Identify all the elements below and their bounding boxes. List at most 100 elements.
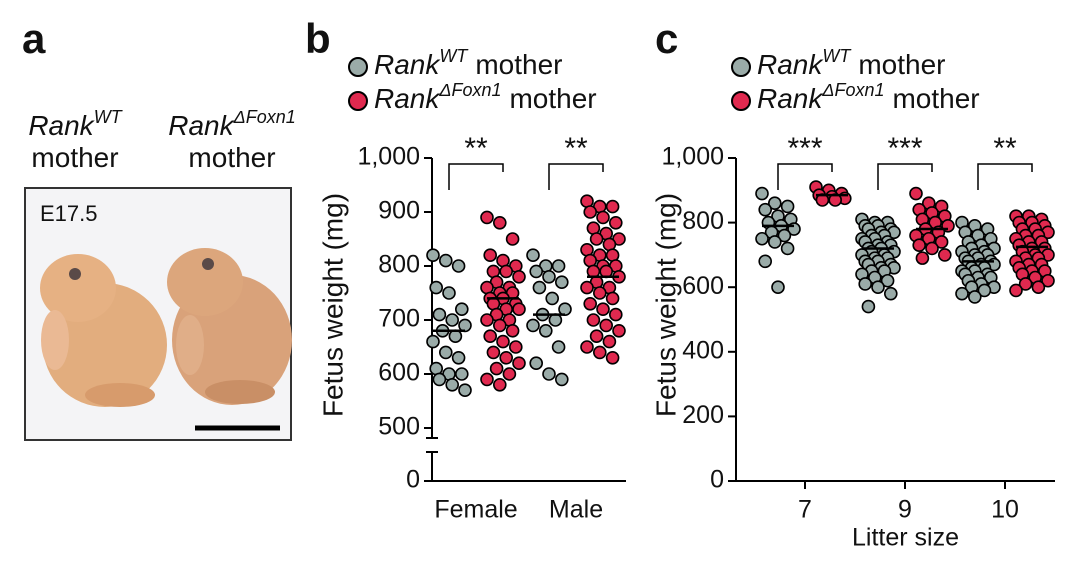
fetus — [40, 254, 167, 407]
y-tick-label: 900 — [378, 197, 420, 225]
data-point — [967, 290, 982, 304]
data-point — [592, 345, 607, 360]
legend-sup: WT — [822, 46, 852, 66]
data-point — [483, 248, 498, 262]
data-point — [780, 199, 795, 214]
data-point — [512, 356, 526, 371]
y-tick-label: 800 — [682, 207, 724, 235]
fetus — [167, 248, 292, 405]
caption-sup: WT — [94, 107, 124, 127]
y-tick-label: 400 — [682, 336, 724, 364]
data-point — [771, 280, 785, 295]
significance-label: *** — [887, 132, 922, 165]
data-point — [589, 232, 604, 246]
legend-rest: mother — [509, 83, 596, 114]
panel-letter: a — [22, 15, 46, 62]
data-point — [426, 334, 440, 349]
y-tick-label: 500 — [378, 413, 420, 441]
data-point — [499, 350, 514, 365]
data-point — [758, 202, 773, 217]
data-point — [596, 210, 610, 225]
legend-rest: mother — [892, 83, 979, 114]
data-point — [861, 299, 876, 314]
data-point — [596, 302, 610, 317]
significance-bracket — [548, 163, 604, 190]
data-point — [454, 302, 469, 317]
significance-bracket — [877, 163, 933, 190]
data-point — [915, 251, 930, 265]
data-point — [499, 264, 514, 279]
legend-rest: mother — [475, 49, 562, 80]
significance-bracket — [977, 163, 1033, 190]
legend-name: Rank — [757, 49, 824, 80]
legend-sup: WT — [439, 46, 469, 66]
data-point — [442, 286, 456, 300]
legend-name: Rank — [374, 49, 441, 80]
data-point — [767, 235, 782, 249]
significance-label: ** — [564, 132, 588, 165]
data-point — [445, 377, 460, 392]
x-tick-label: 10 — [991, 496, 1019, 524]
data-point — [542, 269, 556, 284]
significance-label: ** — [993, 132, 1017, 165]
legend-rest: mother — [858, 49, 945, 80]
significance-label: ** — [464, 132, 488, 165]
caption-part: Rank — [168, 110, 235, 141]
data-point — [592, 286, 607, 300]
legend-entry: RankΔFoxn1 mother — [757, 80, 980, 115]
data-point — [429, 280, 444, 295]
caption-part: Rank — [28, 110, 95, 141]
y-axis-label: Fetus weight (mg) — [650, 193, 681, 417]
data-point — [508, 340, 523, 354]
x-tick-label: Female — [434, 496, 517, 524]
data-point — [529, 264, 544, 279]
significance-bracket — [777, 163, 833, 190]
data-point — [605, 350, 620, 365]
data-point — [529, 356, 544, 371]
photo-stage: E17.5 — [40, 201, 98, 226]
y-tick-label: 600 — [682, 272, 724, 300]
data-point — [580, 280, 594, 295]
data-point — [526, 248, 540, 262]
data-point — [505, 232, 520, 246]
legend-entry: RankΔFoxn1 mother — [374, 80, 597, 115]
data-point — [583, 205, 598, 219]
data-point — [454, 367, 469, 381]
data-point — [432, 372, 447, 387]
data-point — [580, 340, 594, 354]
data-point — [777, 228, 792, 243]
x-tick-label: 9 — [898, 496, 912, 524]
x-tick-label: Male — [549, 496, 603, 524]
panel-letter: c — [655, 15, 678, 62]
data-point — [1031, 280, 1046, 295]
data-point — [554, 275, 569, 290]
data-point — [445, 313, 460, 327]
data-point — [502, 367, 517, 381]
data-point — [586, 313, 601, 327]
data-point — [583, 296, 598, 311]
data-point — [489, 361, 504, 376]
data-point — [432, 307, 447, 322]
legend-marker — [731, 91, 751, 111]
legend-entry: RankWT mother — [757, 46, 946, 81]
data-point — [492, 318, 507, 333]
panel-letter: b — [305, 15, 331, 62]
photo-panel: a RankWT mother RankΔFoxn1 mother E17.5 — [22, 15, 296, 441]
y-tick-label: 1,000 — [661, 143, 724, 171]
y-tick-label: 1,000 — [357, 143, 420, 171]
data-point — [538, 323, 553, 338]
data-point — [545, 291, 560, 306]
data-point — [480, 210, 494, 225]
data-point — [483, 329, 498, 344]
caption-part: mother — [188, 142, 275, 173]
data-point — [492, 216, 507, 230]
data-point — [426, 248, 440, 262]
y-tick-label: 600 — [378, 359, 420, 387]
data-point — [505, 323, 520, 338]
data-point — [551, 340, 566, 354]
legend-sup: ΔFoxn1 — [438, 80, 501, 100]
data-point — [755, 186, 769, 201]
significance-label: *** — [787, 132, 822, 165]
data-point — [780, 241, 795, 256]
